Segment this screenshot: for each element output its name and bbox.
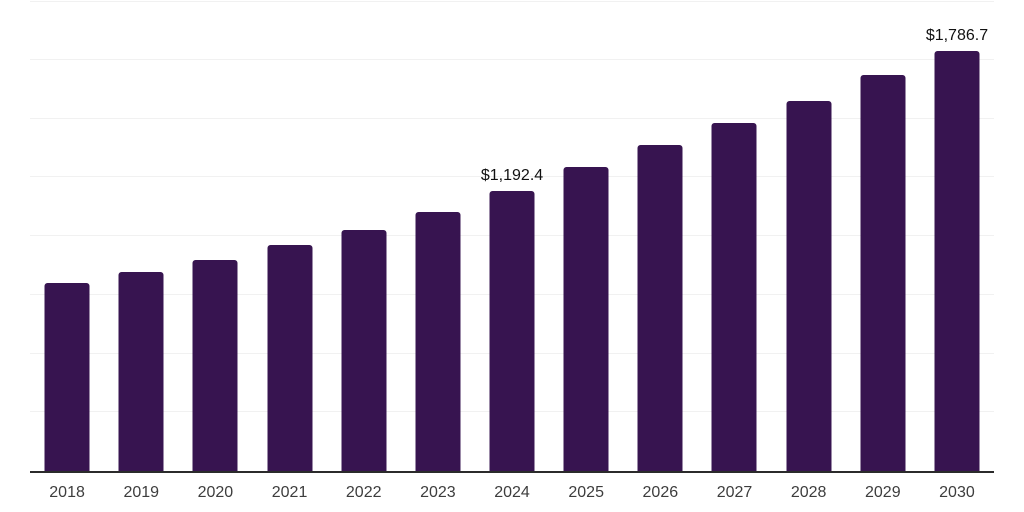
bar-2027	[711, 123, 757, 471]
plot-area: $1,192.4 $1,786.7	[30, 1, 994, 473]
x-tick-label-2019: 2019	[123, 484, 160, 501]
bar-value-label-2030: $1,786.7	[925, 27, 989, 45]
bar-2026	[637, 145, 683, 471]
bar-2019	[118, 272, 164, 471]
bar-2024	[489, 190, 535, 471]
bars: $1,192.4 $1,786.7	[30, 1, 994, 471]
bar-group-2020	[178, 1, 252, 471]
bar-2022	[341, 229, 387, 471]
gridline	[30, 58, 994, 60]
bar-group-2029	[846, 1, 920, 471]
bar-2028	[786, 101, 832, 471]
x-tick-label-2020: 2020	[197, 484, 234, 501]
bar-value-label-2024: $1,192.4	[480, 166, 544, 184]
bar-group-2024: $1,192.4	[475, 1, 549, 471]
bar-group-2018	[30, 1, 104, 471]
bar-group-2025	[549, 1, 623, 471]
bar-group-2026	[623, 1, 697, 471]
x-tick-label-2028: 2028	[790, 484, 827, 501]
bar-2021	[267, 245, 313, 471]
bar-group-2028	[772, 1, 846, 471]
bar-2029	[860, 75, 906, 471]
x-tick-label-2030: 2030	[939, 484, 975, 501]
gridline	[30, 1, 994, 2]
bar-2025	[563, 166, 609, 471]
bar-group-2021	[252, 1, 326, 471]
bar-2018	[44, 283, 90, 471]
bar-group-2030: $1,786.7	[920, 1, 994, 471]
bar-group-2023	[401, 1, 475, 471]
x-tick-label-2025: 2025	[568, 484, 604, 501]
gridline	[30, 176, 994, 178]
bar-2023	[415, 211, 461, 471]
x-axis: 2018 2019 2020 2021 2022 2023 2024 2025 2026 2027…	[30, 473, 994, 512]
bar-2030	[934, 51, 980, 471]
x-tick-label-2027: 2027	[716, 484, 753, 501]
x-tick-label-2029: 2029	[865, 484, 901, 501]
bar-group-2019	[104, 1, 178, 471]
x-tick-label-2026: 2026	[642, 484, 679, 501]
bar-group-2027	[697, 1, 771, 471]
x-tick-label-2023: 2023	[420, 484, 456, 501]
x-tick-label-2022: 2022	[345, 484, 382, 501]
x-tick-label-2021: 2021	[271, 484, 308, 501]
x-tick-label-2018: 2018	[49, 484, 85, 501]
gridline	[30, 117, 994, 119]
bar-group-2022	[327, 1, 401, 471]
bar-2020	[192, 259, 238, 471]
x-tick-label-2024: 2024	[494, 484, 530, 501]
